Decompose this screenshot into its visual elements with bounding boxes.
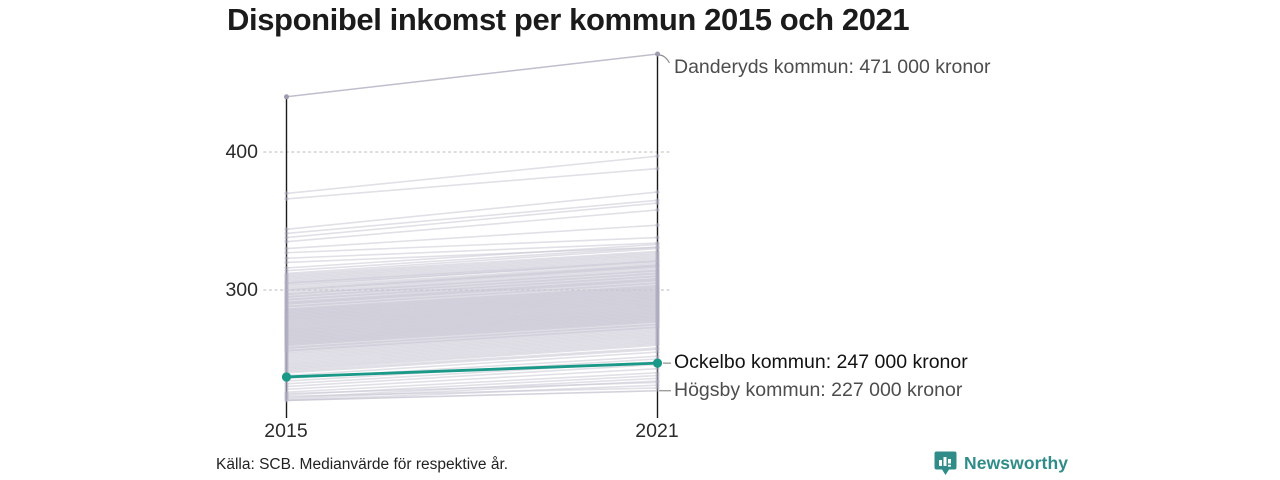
- newsworthy-logo-icon: [934, 451, 957, 475]
- background-dot: [284, 391, 289, 396]
- x-axis-label-2015: 2015: [264, 420, 308, 442]
- background-line: [286, 246, 658, 272]
- background-dot: [284, 246, 289, 251]
- background-line: [286, 334, 658, 362]
- brand-lockup: Newsworthy: [934, 451, 1068, 476]
- ockelbo-dot-2021: [652, 358, 663, 368]
- x-axis-label-2021: 2021: [635, 420, 679, 442]
- background-dot: [284, 239, 289, 244]
- background-dot: [284, 256, 289, 261]
- background-line: [286, 275, 658, 302]
- background-line: [286, 254, 658, 280]
- background-dot: [284, 260, 289, 265]
- background-line: [286, 242, 658, 260]
- background-dot: [655, 223, 660, 228]
- background-line: [286, 341, 658, 369]
- background-line: [286, 224, 658, 250]
- background-line: [286, 262, 658, 289]
- background-line: [286, 260, 658, 287]
- background-line: [286, 256, 658, 282]
- background-dot: [655, 200, 660, 206]
- background-dot: [655, 166, 660, 171]
- background-dot: [655, 350, 660, 355]
- background-line: [286, 253, 658, 279]
- background-dot: [655, 380, 660, 385]
- annotation-ockelbo: Ockelbo kommun: 247 000 kronor: [674, 351, 968, 373]
- annotation-hogsby: Högsby kommun: 227 000 kronor: [674, 379, 963, 401]
- background-line: [286, 326, 658, 353]
- background-line: [286, 282, 658, 309]
- background-line: [286, 167, 658, 200]
- background-line: [286, 279, 658, 306]
- background-dot: [655, 154, 660, 159]
- background-line: [286, 330, 658, 358]
- background-line: [286, 247, 658, 275]
- y-axis-tick-300: 300: [225, 279, 258, 301]
- ockelbo-dot-2015: [281, 372, 292, 382]
- background-line: [286, 347, 658, 373]
- ockelbo-line: [286, 361, 658, 379]
- background-dot: [284, 231, 289, 236]
- y-axis-tick-400: 400: [225, 141, 258, 163]
- background-line: [286, 381, 658, 395]
- background-line: [286, 351, 658, 377]
- chart-title: Disponibel inkomst per kommun 2015 och 2…: [227, 2, 910, 37]
- background-line: [286, 236, 658, 254]
- background-line: [286, 251, 658, 277]
- background-line: [286, 323, 658, 351]
- brand-name: Newsworthy: [964, 453, 1069, 473]
- background-line: [286, 337, 658, 364]
- background-line: [286, 257, 658, 283]
- background-line: [286, 340, 658, 367]
- background-line: [286, 333, 658, 360]
- background-dot: [284, 235, 289, 240]
- background-line: [286, 338, 658, 366]
- annotation-danderyd: Danderyds kommun: 471 000 kronor: [674, 56, 991, 78]
- source-note: Källa: SCB. Medianvärde för respektive å…: [216, 456, 509, 473]
- background-line: [286, 267, 658, 294]
- background-line: [286, 372, 658, 393]
- background-line: [286, 331, 658, 359]
- background-dot: [284, 227, 289, 232]
- background-line: [286, 199, 658, 235]
- background-line: [286, 243, 658, 269]
- background-line: [286, 191, 658, 231]
- background-line: [286, 246, 658, 264]
- background-line: [286, 269, 658, 297]
- danderyd-connector: [658, 54, 671, 64]
- background-line: [286, 336, 658, 363]
- background-dot: [284, 191, 289, 196]
- background-dot: [655, 235, 660, 240]
- danderyd-dot-2015: [284, 94, 289, 100]
- background-line: [286, 367, 658, 391]
- background-line: [286, 327, 658, 355]
- background-line: [286, 343, 658, 370]
- background-line: [286, 209, 658, 243]
- background-line: [286, 320, 658, 348]
- background-line: [286, 265, 658, 293]
- background-dot: [284, 250, 289, 255]
- background-dot: [655, 189, 660, 195]
- hogsby-line: [286, 389, 658, 402]
- background-dot: [284, 196, 289, 202]
- background-line: [286, 250, 658, 276]
- background-line: [286, 344, 658, 371]
- background-line: [286, 202, 658, 239]
- background-line: [286, 272, 658, 300]
- background-line: [286, 363, 658, 388]
- danderyd-line: [286, 53, 658, 98]
- background-line: [286, 348, 658, 374]
- background-dot: [655, 385, 660, 391]
- background-dot: [655, 207, 660, 213]
- background-line: [286, 155, 658, 195]
- danderyd-dot-2021: [655, 51, 660, 57]
- background-line: [286, 387, 658, 398]
- background-line: [286, 329, 658, 356]
